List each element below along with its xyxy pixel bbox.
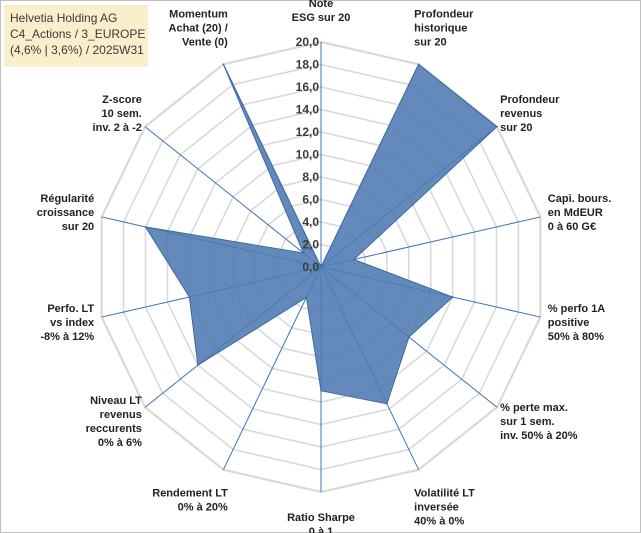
series-point [386, 403, 388, 405]
category-label: % perte max. sur 1 sem. inv. 50% à 20% [500, 402, 578, 442]
series-point [188, 296, 191, 298]
tick-label: 4,0 [302, 215, 319, 229]
chart-title-box: Helvetia Holding AG C4_Actions / 3_EUROP… [4, 5, 148, 67]
tick-label: 6,0 [302, 193, 319, 207]
tick-label: 2,0 [302, 238, 319, 252]
category-label: Régularité croissance sur 20 [37, 193, 94, 233]
tick-label: 10,0 [296, 148, 320, 162]
series-point [197, 364, 199, 367]
category-label: % perfo 1A positive 50% à 80% [548, 303, 606, 343]
series-point [320, 266, 322, 268]
radar-spoke [144, 126, 322, 268]
series-point [451, 296, 454, 298]
series-point [222, 63, 225, 66]
radar-spoke [320, 216, 541, 268]
title-line-stats: (4,6% | 3,6%) / 2025W31 [10, 43, 144, 57]
category-label: Capi. bours. en MdEUR 0 à 60 G€ [548, 193, 612, 233]
radar-series [144, 63, 498, 405]
category-label: Perfo. LT vs index -8% à 12% [40, 303, 95, 343]
category-label: Note ESG sur 20 [292, 0, 351, 24]
series-point [320, 389, 322, 392]
series-point [417, 63, 420, 66]
category-label: Volatilité LT inversée 40% à 0% [414, 488, 475, 528]
series-point [496, 125, 498, 128]
tick-label: 8,0 [302, 170, 319, 184]
tick-label: 12,0 [296, 125, 320, 139]
category-label: Z-score 10 sem. inv. 2 à -2 [93, 94, 142, 134]
tick-label: 20,0 [296, 35, 320, 49]
tick-label: 16,0 [296, 80, 320, 94]
tick-label: 18,0 [296, 58, 320, 72]
tick-label: 14,0 [296, 103, 320, 117]
radar-category-labels: Note ESG sur 20 Profondeur historique sur 20… [37, 0, 612, 533]
tick-label: 0,0 [302, 260, 319, 274]
category-label: Momentum Achat (20) / Vente (0) [169, 8, 229, 48]
category-label: Profondeur revenus sur 20 [500, 94, 560, 134]
series-point [144, 226, 147, 228]
category-label: Rendement LT 0% à 20% [152, 488, 228, 514]
series-point [353, 258, 355, 261]
category-label: Ratio Sharpe 0 à 1 [287, 512, 355, 533]
category-label: Niveau LT revenus reccurents 0% à 6% [86, 395, 143, 449]
radar-spoke [222, 266, 322, 470]
series-point [305, 296, 308, 299]
category-label: Profondeur historique sur 20 [414, 8, 474, 48]
radar-tick-labels: 0,0 2,0 4,0 6,0 8,0 10,0 12,0 14,0 16,0 18,0 20,0 [296, 35, 320, 274]
title-line-category: C4_Actions / 3_EUROPE [10, 27, 146, 41]
series-point [408, 336, 410, 338]
title-line-company: Helvetia Holding AG [10, 11, 118, 25]
series-point [302, 252, 305, 254]
